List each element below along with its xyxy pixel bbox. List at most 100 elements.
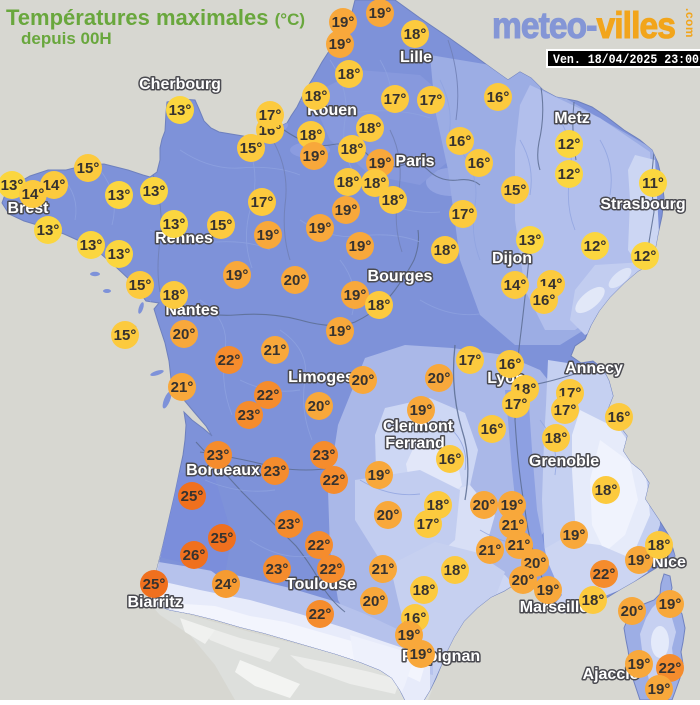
svg-text:18°: 18° xyxy=(595,482,618,499)
svg-text:20°: 20° xyxy=(621,603,644,620)
svg-text:16°: 16° xyxy=(499,356,522,373)
svg-text:22°: 22° xyxy=(308,537,331,554)
svg-text:21°: 21° xyxy=(372,561,395,578)
svg-text:16°: 16° xyxy=(481,421,504,438)
svg-text:Annecy: Annecy xyxy=(565,360,623,377)
svg-text:15°: 15° xyxy=(77,160,100,177)
svg-text:18°: 18° xyxy=(300,127,323,144)
svg-text:19°: 19° xyxy=(344,287,367,304)
svg-text:22°: 22° xyxy=(593,566,616,583)
svg-text:26°: 26° xyxy=(183,547,206,564)
svg-text:16°: 16° xyxy=(608,409,631,426)
svg-text:19°: 19° xyxy=(628,552,651,569)
svg-text:20°: 20° xyxy=(377,507,400,524)
svg-text:18°: 18° xyxy=(648,537,671,554)
svg-text:19°: 19° xyxy=(369,155,392,172)
svg-text:25°: 25° xyxy=(181,488,204,505)
svg-text:19°: 19° xyxy=(329,323,352,340)
svg-text:17°: 17° xyxy=(251,194,274,211)
svg-text:22°: 22° xyxy=(320,561,343,578)
svg-text:19°: 19° xyxy=(257,227,280,244)
svg-text:12°: 12° xyxy=(558,166,581,183)
svg-text:19°: 19° xyxy=(501,497,524,514)
svg-text:20°: 20° xyxy=(512,572,535,589)
svg-text:15°: 15° xyxy=(504,182,527,199)
svg-text:20°: 20° xyxy=(473,497,496,514)
svg-text:13°: 13° xyxy=(108,187,131,204)
svg-text:18°: 18° xyxy=(404,26,427,43)
svg-text:Limoges: Limoges xyxy=(288,369,354,386)
svg-text:13°: 13° xyxy=(169,102,192,119)
svg-text:18°: 18° xyxy=(382,192,405,209)
svg-text:19°: 19° xyxy=(537,582,560,599)
svg-text:16°: 16° xyxy=(468,155,491,172)
svg-text:Grenoble: Grenoble xyxy=(529,453,599,470)
svg-text:18°: 18° xyxy=(582,592,605,609)
svg-text:21°: 21° xyxy=(171,379,194,396)
svg-text:18°: 18° xyxy=(341,141,364,158)
svg-text:15°: 15° xyxy=(210,217,233,234)
svg-text:13°: 13° xyxy=(163,216,186,233)
svg-text:19°: 19° xyxy=(303,148,326,165)
svg-text:.com: .com xyxy=(683,8,697,38)
svg-text:19°: 19° xyxy=(329,36,352,53)
svg-text:meteo-villes: meteo-villes xyxy=(492,5,675,46)
svg-text:depuis 00H: depuis 00H xyxy=(21,29,112,48)
svg-text:19°: 19° xyxy=(368,467,391,484)
svg-text:Strasbourg: Strasbourg xyxy=(600,196,685,213)
svg-text:19°: 19° xyxy=(410,402,433,419)
svg-text:13°: 13° xyxy=(37,222,60,239)
svg-text:18°: 18° xyxy=(305,88,328,105)
svg-text:19°: 19° xyxy=(628,656,651,673)
svg-text:20°: 20° xyxy=(308,398,331,415)
svg-text:Bourges: Bourges xyxy=(368,268,433,285)
svg-text:21°: 21° xyxy=(479,542,502,559)
svg-text:17°: 17° xyxy=(259,107,282,124)
svg-text:17°: 17° xyxy=(420,92,443,109)
svg-text:20°: 20° xyxy=(284,272,307,289)
svg-text:Biarritz: Biarritz xyxy=(127,594,182,611)
svg-text:18°: 18° xyxy=(427,497,450,514)
svg-text:17°: 17° xyxy=(384,91,407,108)
svg-text:14°: 14° xyxy=(504,277,527,294)
svg-text:17°: 17° xyxy=(452,206,475,223)
svg-text:18°: 18° xyxy=(413,582,436,599)
svg-text:18°: 18° xyxy=(337,174,360,191)
svg-text:19°: 19° xyxy=(335,202,358,219)
svg-text:19°: 19° xyxy=(398,627,421,644)
svg-text:12°: 12° xyxy=(584,238,607,255)
svg-text:19°: 19° xyxy=(226,267,249,284)
svg-text:Paris: Paris xyxy=(395,153,434,170)
svg-text:16°: 16° xyxy=(487,89,510,106)
svg-text:22°: 22° xyxy=(218,352,241,369)
svg-text:25°: 25° xyxy=(143,576,166,593)
svg-text:21°: 21° xyxy=(264,342,287,359)
svg-text:15°: 15° xyxy=(129,277,152,294)
svg-text:17°: 17° xyxy=(417,516,440,533)
svg-text:18°: 18° xyxy=(545,430,568,447)
svg-text:Cherbourg: Cherbourg xyxy=(139,76,221,93)
svg-text:20°: 20° xyxy=(363,593,386,610)
svg-text:15°: 15° xyxy=(114,327,137,344)
svg-text:25°: 25° xyxy=(211,530,234,547)
svg-text:22°: 22° xyxy=(323,472,346,489)
svg-text:11°: 11° xyxy=(642,175,664,192)
svg-text:20°: 20° xyxy=(173,326,196,343)
svg-text:23°: 23° xyxy=(238,407,261,424)
svg-text:Ven. 18/04/2025 23:00: Ven. 18/04/2025 23:00 xyxy=(553,52,699,67)
svg-text:Marseille: Marseille xyxy=(520,599,589,616)
svg-text:18°: 18° xyxy=(359,120,382,137)
svg-text:23°: 23° xyxy=(313,447,336,464)
svg-text:Bordeaux: Bordeaux xyxy=(186,462,260,479)
svg-text:20°: 20° xyxy=(352,372,375,389)
svg-text:23°: 23° xyxy=(264,463,287,480)
svg-text:16°: 16° xyxy=(439,451,462,468)
svg-text:16°: 16° xyxy=(449,133,472,150)
svg-text:14°: 14° xyxy=(43,177,66,194)
svg-text:23°: 23° xyxy=(266,561,289,578)
svg-text:12°: 12° xyxy=(634,248,657,265)
svg-text:19°: 19° xyxy=(349,238,372,255)
svg-text:22°: 22° xyxy=(659,660,682,677)
svg-text:24°: 24° xyxy=(215,576,238,593)
svg-text:12°: 12° xyxy=(558,136,581,153)
